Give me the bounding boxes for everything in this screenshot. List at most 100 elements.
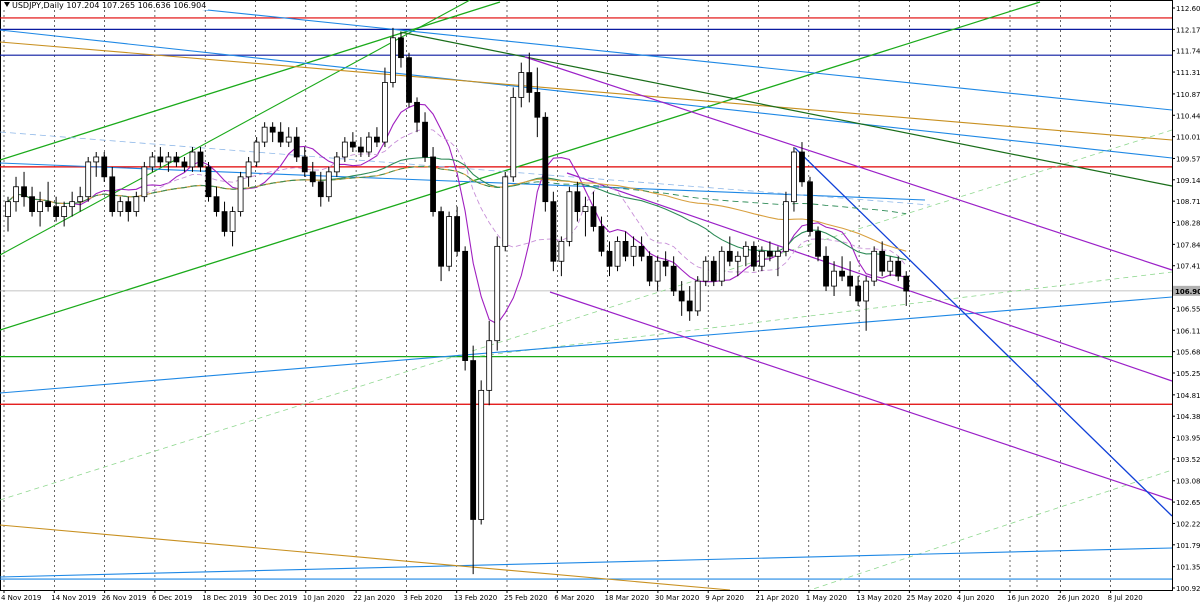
candle	[694, 276, 701, 316]
price-tick-label: 108.280	[1176, 220, 1200, 228]
price-tick-label: 112.170	[1176, 26, 1200, 34]
candle	[237, 171, 244, 217]
candle-body	[895, 260, 902, 277]
price-tick-label: 102.650	[1176, 499, 1200, 507]
time-tick-label: 16 Jun 2020	[1007, 594, 1049, 602]
candle-body	[670, 265, 677, 292]
trendline	[0, 296, 1173, 394]
candle	[173, 152, 180, 167]
candle	[189, 147, 196, 172]
candle	[646, 251, 653, 287]
candle-body	[839, 270, 845, 277]
candle	[109, 166, 116, 217]
time-tick-label: 22 Jan 2020	[353, 594, 395, 602]
candle	[823, 246, 829, 292]
time-tick-label: 21 Apr 2020	[756, 594, 799, 602]
time-axis-bg	[0, 591, 1200, 603]
candle-body	[422, 121, 428, 158]
symbol-label: USDJPY,Daily	[12, 1, 64, 10]
candle	[542, 112, 549, 212]
candle	[815, 226, 821, 262]
candle-body	[686, 300, 693, 312]
candle	[181, 156, 188, 172]
trendline	[0, 524, 731, 591]
candle-body	[807, 181, 813, 232]
candle	[887, 256, 894, 277]
candle	[245, 156, 252, 187]
candle	[718, 246, 725, 287]
candle-body	[446, 216, 453, 267]
candle	[486, 320, 493, 406]
time-tick-label: 30 Dec 2019	[253, 594, 298, 602]
time-tick-label: 6 Dec 2019	[152, 594, 192, 602]
candle-body	[165, 156, 172, 163]
candle-body	[758, 250, 765, 267]
trendline	[566, 172, 1173, 382]
candle	[149, 152, 156, 172]
candle	[261, 122, 268, 148]
candle	[398, 32, 404, 68]
candle-body	[783, 201, 789, 252]
candle	[341, 137, 348, 162]
candle	[422, 112, 428, 162]
candle	[462, 246, 469, 371]
candle	[855, 276, 862, 306]
trendline	[0, 162, 926, 201]
candle	[93, 152, 100, 177]
time-tick-label: 1 May 2020	[806, 594, 847, 602]
candle-body	[53, 206, 60, 217]
candle-body	[109, 176, 116, 212]
price-tick-label: 104.380	[1176, 413, 1200, 421]
horizontal-levels	[0, 17, 1172, 580]
candle-body	[614, 240, 621, 267]
candle-body	[550, 201, 557, 262]
price-tick-label: 105.680	[1176, 349, 1200, 357]
candle-body	[847, 275, 853, 287]
price-tick-label: 103.950	[1176, 435, 1200, 443]
price-tick-label: 109.140	[1176, 177, 1200, 185]
price-tick-label: 110.010	[1176, 134, 1200, 142]
candle-body	[5, 201, 11, 217]
candle	[406, 52, 412, 108]
candle	[638, 236, 645, 262]
time-tick-label: 3 Feb 2020	[403, 594, 442, 602]
candle	[598, 216, 605, 257]
candle	[29, 186, 35, 217]
candle-body	[269, 126, 276, 133]
candle-body	[357, 146, 364, 153]
moving-average-line	[7, 165, 907, 252]
candle-body	[390, 37, 396, 83]
candle	[558, 236, 565, 277]
candle-body	[574, 191, 581, 212]
trendline	[0, 547, 1173, 578]
candle	[37, 191, 43, 227]
candle-body	[678, 290, 685, 302]
candle-body	[486, 340, 493, 391]
candle	[478, 380, 485, 525]
candle-body	[325, 171, 332, 198]
ohlc-values: 107.204 107.265 106.636 106.904	[66, 1, 207, 10]
time-tick-label: 14 Nov 2019	[51, 594, 96, 602]
candle	[702, 256, 709, 287]
candle	[734, 251, 741, 277]
candle-body	[470, 360, 477, 520]
candle	[117, 196, 124, 217]
candle-body	[101, 156, 108, 178]
candle	[430, 147, 436, 217]
candle-body	[398, 37, 404, 59]
candle	[133, 191, 140, 217]
dropdown-triangle-icon[interactable]	[4, 2, 10, 7]
candle-body	[863, 280, 870, 302]
candle	[374, 127, 380, 148]
time-tick-label: 18 Mar 2020	[605, 594, 649, 602]
price-axis: 112.600 112.170 111.740 111.310 110.870 110.4…	[1172, 0, 1200, 603]
candle	[229, 206, 236, 247]
candle-body	[518, 72, 525, 98]
candle	[847, 261, 853, 297]
candle-body	[726, 250, 733, 262]
candle	[895, 256, 902, 282]
candle	[454, 206, 461, 257]
candle-body	[229, 211, 236, 232]
